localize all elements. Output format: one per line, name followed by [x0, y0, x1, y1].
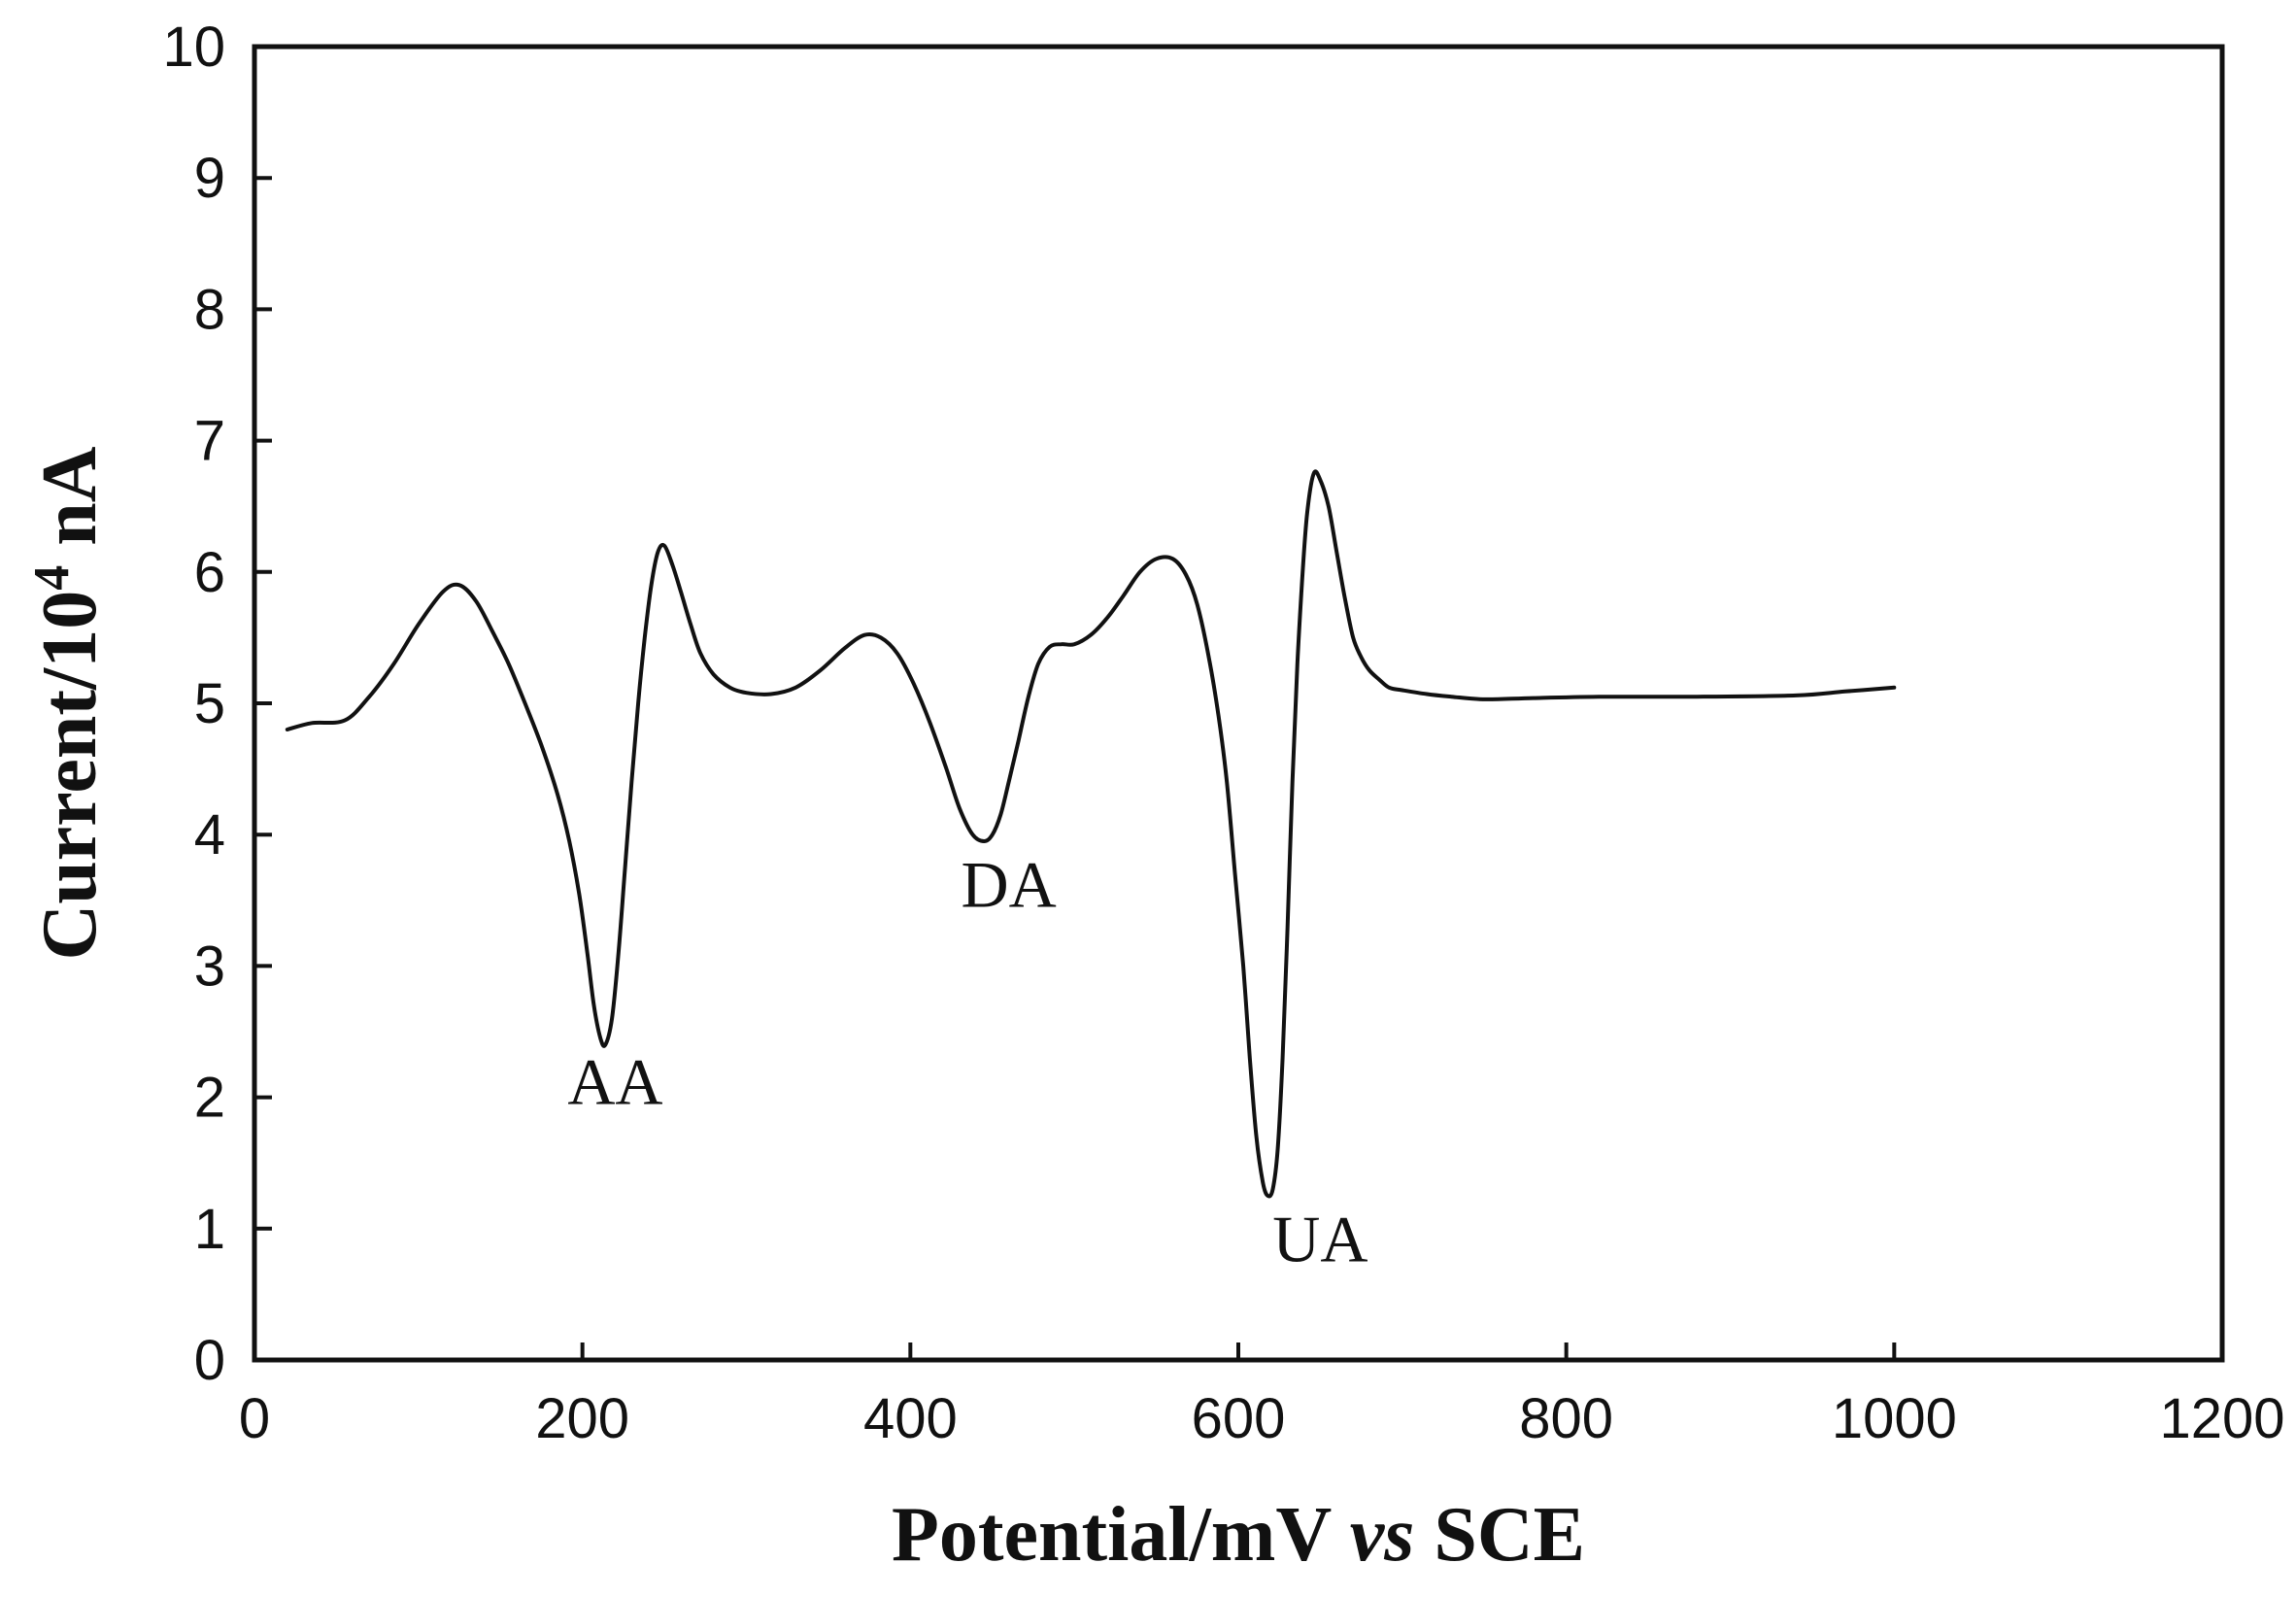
y-tick-label: 3 [194, 934, 225, 998]
x-tick-label: 1200 [2159, 1387, 2284, 1450]
x-axis-title: Potential/mV vs SCE [892, 1492, 1585, 1578]
y-tick-label: 9 [194, 147, 225, 210]
x-axis-ticks: 0 200 400 600 800 1000 1200 [239, 1342, 2285, 1450]
x-tick-label: 0 [239, 1387, 270, 1450]
y-tick-label: 5 [194, 672, 225, 735]
annotation-aa: AA [567, 1044, 662, 1118]
plot-frame [252, 44, 2225, 1363]
y-axis-title-superscript: 4 [24, 565, 80, 591]
y-tick-label: 10 [162, 16, 225, 79]
y-axis-title: Current/104 nA [24, 446, 113, 960]
y-axis-ticks: 0 1 2 3 4 5 6 7 8 9 10 [162, 16, 272, 1392]
y-axis-title-prefix: Current/10 [27, 591, 113, 961]
y-axis-title-suffix: nA [27, 446, 113, 564]
y-tick-label: 2 [194, 1067, 225, 1130]
x-axis-title-prefix: Potential/mV [892, 1492, 1350, 1578]
data-line-series [285, 469, 1897, 1199]
y-tick-label: 8 [194, 278, 225, 341]
x-axis-title-suffix: SCE [1414, 1492, 1585, 1578]
x-tick-label: 1000 [1832, 1387, 1957, 1450]
peak-annotations: AA DA UA [567, 848, 1367, 1276]
y-tick-label: 1 [194, 1198, 225, 1261]
annotation-da: DA [962, 848, 1057, 922]
annotation-ua: UA [1272, 1203, 1367, 1276]
x-axis-title-italic: vs [1350, 1492, 1415, 1578]
y-tick-label: 7 [194, 410, 225, 473]
x-tick-label: 400 [863, 1387, 958, 1450]
y-tick-label: 0 [194, 1329, 225, 1392]
y-tick-label: 4 [194, 803, 225, 866]
y-tick-label: 6 [194, 541, 225, 604]
x-tick-label: 800 [1519, 1387, 1613, 1450]
x-tick-label: 200 [535, 1387, 629, 1450]
x-tick-label: 600 [1192, 1387, 1286, 1450]
